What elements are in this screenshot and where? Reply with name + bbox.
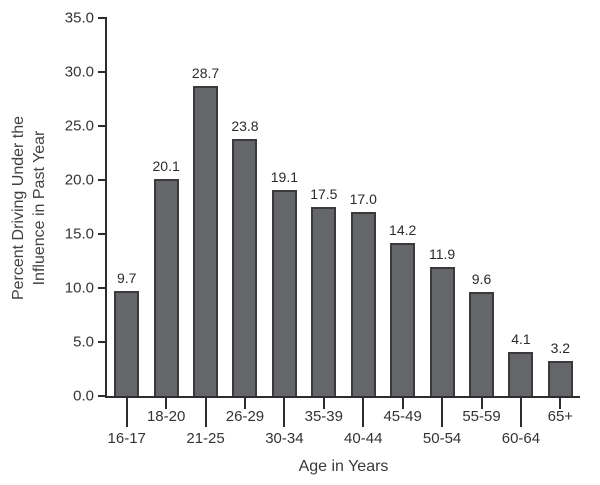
bar-value-label: 9.6 — [471, 271, 492, 288]
bar-slot-18-20: 20.1 18-20 — [146, 18, 185, 425]
x-tick-label: 18-20 — [146, 408, 186, 425]
y-tick — [98, 233, 107, 235]
plot-area: Age in Years 0.0 5.0 10.0 15.0 20.0 25.0 30.0 3… — [65, 10, 580, 475]
bar-slot-60-64: 4.1 60-64 — [501, 18, 540, 447]
y-tick-label: 0.0 — [73, 387, 94, 405]
x-tick-label: 26-29 — [225, 408, 265, 425]
x-tick-label: 16-17 — [107, 430, 146, 447]
bar-16-17 — [114, 291, 140, 396]
bar-value-label: 20.1 — [152, 157, 180, 174]
x-tick — [362, 398, 365, 427]
bar-value-label: 9.7 — [116, 270, 137, 287]
x-tick — [559, 398, 562, 409]
x-tick-label: 55-59 — [462, 408, 501, 425]
bar-26-29 — [232, 138, 258, 396]
bar-value-label: 11.9 — [428, 246, 456, 263]
x-tick — [441, 398, 444, 427]
bar-35-39 — [311, 207, 337, 396]
y-tick-label: 20.0 — [64, 171, 94, 189]
bar-21-25 — [193, 86, 219, 396]
bar-value-label: 3.2 — [550, 340, 571, 357]
bar-value-label: 23.8 — [231, 117, 259, 134]
x-tick-label: 40-44 — [344, 430, 383, 447]
bar-slot-35-39: 17.5 35-39 — [304, 18, 343, 425]
y-tick-label: 35.0 — [64, 9, 94, 27]
x-tick-label: 60-64 — [501, 430, 541, 447]
x-tick-label: 65+ — [547, 408, 574, 425]
x-tick-label: 50-54 — [422, 430, 462, 447]
y-tick-label: 25.0 — [64, 117, 94, 135]
y-tick-label: 5.0 — [73, 333, 94, 351]
bar-slot-21-25: 28.7 21-25 — [186, 18, 225, 447]
x-tick — [243, 398, 246, 409]
y-tick — [98, 71, 107, 73]
x-tick-label: 45-49 — [383, 408, 422, 425]
x-tick — [519, 398, 522, 427]
y-tick — [98, 17, 107, 19]
bar-slot-26-29: 23.8 26-29 — [225, 18, 264, 425]
y-axis-title-line2: Influence in Past Year — [31, 130, 48, 286]
bar-55-59 — [469, 292, 494, 396]
bar-value-label: 28.7 — [191, 65, 220, 82]
bar-slot-30-34: 19.1 30-34 — [265, 18, 304, 447]
bar-65+ — [547, 361, 573, 396]
x-tick-label: 21-25 — [186, 430, 225, 447]
x-axis-title: Age in Years — [298, 458, 389, 475]
y-tick — [98, 179, 107, 181]
bar-slot-16-17: 9.7 16-17 — [107, 18, 146, 447]
bar-40-44 — [350, 212, 376, 396]
bar-slot-50-54: 11.9 50-54 — [422, 18, 461, 447]
bar-18-20 — [153, 178, 179, 396]
x-tick — [283, 398, 286, 427]
y-tick — [98, 395, 107, 397]
x-tick-label: 35-39 — [304, 408, 343, 425]
bar-value-label: 17.5 — [310, 186, 338, 202]
bar-value-label: 4.1 — [511, 330, 531, 347]
x-tick — [204, 398, 207, 427]
bar-slot-55-59: 9.6 55-59 — [462, 18, 501, 425]
y-tick-label: 10.0 — [64, 279, 94, 297]
bar-30-34 — [271, 189, 297, 396]
bar-value-label: 17.0 — [349, 191, 377, 208]
x-tick-label: 30-34 — [265, 430, 304, 447]
bar-slot-40-44: 17.0 40-44 — [344, 18, 383, 447]
bar-slot-45-49: 14.2 45-49 — [383, 18, 422, 425]
y-tick — [98, 125, 107, 127]
x-tick — [322, 398, 325, 409]
bar-value-label: 19.1 — [270, 168, 299, 185]
x-tick — [165, 398, 168, 409]
bar-value-label: 14.2 — [389, 221, 417, 238]
x-tick — [480, 398, 483, 409]
x-tick — [401, 398, 404, 409]
y-tick — [98, 341, 107, 343]
x-tick — [125, 398, 128, 427]
y-tick-label: 30.0 — [64, 63, 94, 81]
bar-60-64 — [508, 351, 534, 396]
bar-50-54 — [429, 267, 455, 396]
bar-45-49 — [390, 242, 416, 396]
bar-slot-65+: 3.2 65+ — [541, 18, 580, 425]
y-axis-title: Percent Driving Under the Influence in P… — [9, 116, 51, 300]
y-tick-label: 15.0 — [64, 225, 94, 243]
y-axis-title-line1: Percent Driving Under the — [10, 115, 28, 301]
y-tick — [98, 287, 107, 289]
